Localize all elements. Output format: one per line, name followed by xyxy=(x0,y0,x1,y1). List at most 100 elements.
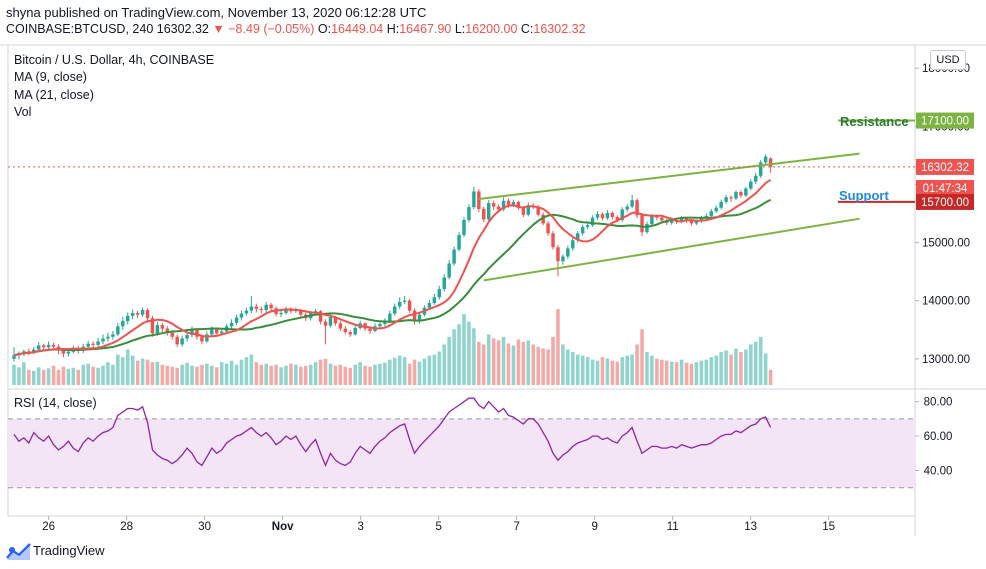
brand-name[interactable]: TradingView xyxy=(33,543,105,558)
volume-bar xyxy=(343,366,348,385)
candle-body xyxy=(763,156,768,163)
candle-body xyxy=(239,313,244,318)
candle-body xyxy=(155,325,160,334)
candle-body xyxy=(768,158,773,167)
volume-bar xyxy=(580,355,585,385)
candle-body xyxy=(571,240,575,249)
volume-bar xyxy=(61,366,66,385)
candle-body xyxy=(86,343,90,347)
candle-body xyxy=(254,306,259,309)
candle-body xyxy=(709,211,713,216)
price-tag-label: 16302.32 xyxy=(921,162,969,174)
candle-body xyxy=(724,197,728,202)
time-tick-label: 15 xyxy=(822,521,835,533)
close-value: 16302.32 xyxy=(533,22,586,36)
volume-bar xyxy=(17,367,21,385)
volume-bar xyxy=(630,354,634,385)
candle-body xyxy=(101,338,105,342)
candle-body xyxy=(645,224,649,233)
candle-body xyxy=(269,304,273,309)
volume-bar xyxy=(585,357,590,385)
volume-bar xyxy=(462,314,466,385)
candle-body xyxy=(244,310,249,314)
candle-body xyxy=(536,206,540,215)
candle-body xyxy=(388,313,392,322)
volume-bar xyxy=(684,362,689,385)
ma21-legend[interactable]: MA (21, close) xyxy=(14,88,94,102)
symbol-label[interactable]: COINBASE:BTCUSD, 240 xyxy=(6,22,154,36)
candle-body xyxy=(516,201,521,208)
volume-bar xyxy=(121,357,125,385)
volume-bar xyxy=(135,360,140,385)
candle-body xyxy=(660,217,664,221)
volume-bar xyxy=(595,360,600,385)
candle-body xyxy=(210,329,214,335)
candle-body xyxy=(655,216,659,218)
volume-bar xyxy=(190,365,194,385)
volume-bar xyxy=(407,363,412,385)
volume-bar xyxy=(694,362,699,385)
volume-bar xyxy=(660,359,664,385)
volume-bar xyxy=(165,365,170,385)
volume-bar xyxy=(669,361,674,385)
candle-body xyxy=(234,317,239,323)
volume-bar xyxy=(709,357,714,385)
candle-body xyxy=(447,263,451,278)
rsi-legend[interactable]: RSI (14, close) xyxy=(14,396,97,410)
volume-bar xyxy=(51,365,56,385)
volume-bar xyxy=(699,360,704,385)
candle-body xyxy=(219,331,224,334)
volume-bar xyxy=(175,367,179,385)
candle-body xyxy=(393,306,397,314)
candle-body xyxy=(259,308,263,311)
candle-body xyxy=(412,310,417,322)
candle-body xyxy=(600,214,605,219)
candle-body xyxy=(36,345,41,350)
candle-body xyxy=(758,162,763,176)
volume-bar xyxy=(457,324,461,385)
volume-bar xyxy=(511,345,516,385)
volume-bar xyxy=(106,362,110,385)
candle-body xyxy=(145,310,150,319)
candle-body xyxy=(323,321,328,326)
volume-legend[interactable]: Vol xyxy=(14,105,32,119)
support-label: Support xyxy=(839,188,889,203)
candle-body xyxy=(561,256,565,262)
volume-bar xyxy=(605,358,610,385)
volume-bar xyxy=(333,365,338,385)
price-tick-label: 13000.00 xyxy=(922,354,970,366)
candle-body xyxy=(432,297,437,304)
candle-body xyxy=(27,351,31,353)
candle-body xyxy=(744,188,748,196)
volume-bar xyxy=(299,366,303,385)
volume-bar xyxy=(368,366,372,385)
volume-bar xyxy=(239,359,244,385)
price-tag-label: 01:47:34 xyxy=(923,183,968,195)
candle-body xyxy=(472,191,476,208)
time-tick-label: 5 xyxy=(435,521,441,533)
ma9-legend[interactable]: MA (9, close) xyxy=(14,70,87,84)
volume-bar xyxy=(289,363,293,385)
volume-bar xyxy=(116,354,120,385)
volume-bar xyxy=(541,348,545,385)
high-label: H: xyxy=(386,22,400,36)
time-tick-label: 3 xyxy=(357,521,363,533)
low-value: 16200.00 xyxy=(465,22,518,36)
volume-bar xyxy=(417,361,422,385)
candle-body xyxy=(397,301,402,307)
time-tick-label: 11 xyxy=(667,521,679,533)
volume-bar xyxy=(571,352,575,385)
volume-bar xyxy=(590,359,595,385)
candle-body xyxy=(215,329,219,334)
candle-body xyxy=(111,334,115,337)
volume-bar xyxy=(130,355,135,385)
currency-button[interactable]: USD xyxy=(930,50,966,70)
candle-body xyxy=(160,325,165,329)
volume-bar xyxy=(274,364,278,385)
volume-bar xyxy=(575,354,580,385)
candle-body xyxy=(491,203,496,207)
volume-bar xyxy=(32,370,36,385)
tradingview-logo-icon[interactable] xyxy=(6,542,32,560)
candle-body xyxy=(91,343,95,345)
